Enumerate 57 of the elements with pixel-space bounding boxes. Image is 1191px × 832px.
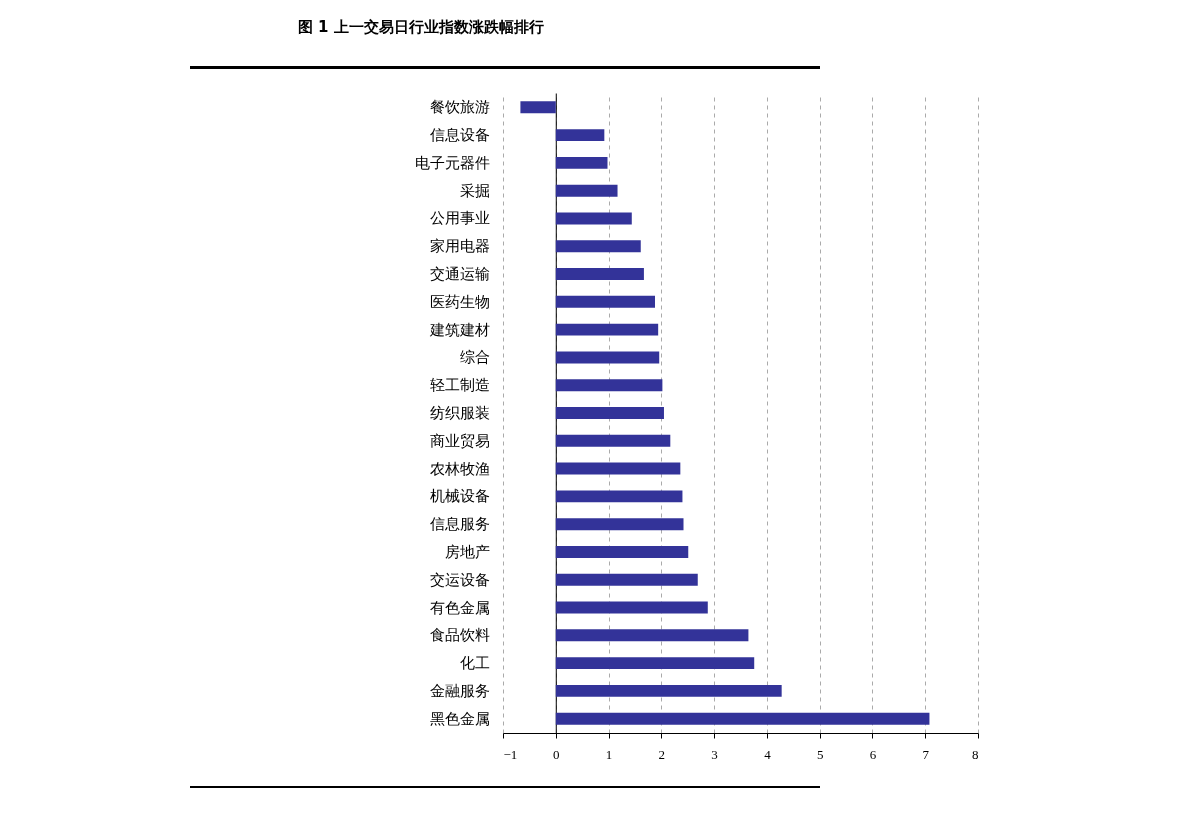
bar: [555, 184, 618, 197]
x-tick-label: 4: [764, 746, 772, 762]
bar: [555, 295, 655, 308]
bar: [555, 684, 782, 697]
y-tick-label: 交运设备: [430, 571, 491, 588]
y-tick-label: 食品饮料: [430, 627, 491, 644]
y-tick-label: 交通运输: [430, 266, 491, 283]
y-tick-label: 商业贸易: [430, 432, 491, 449]
bar: [555, 268, 644, 281]
bar: [555, 490, 683, 503]
y-tick-label: 信息设备: [430, 127, 491, 144]
bar: [555, 573, 698, 586]
bar: [555, 462, 681, 475]
y-tick-label: 金融服务: [430, 682, 491, 699]
bar: [555, 212, 632, 225]
y-tick-label: 纺织服装: [430, 405, 491, 421]
bar: [555, 129, 605, 142]
x-tick-label: 8: [972, 746, 979, 762]
bar: [555, 657, 755, 670]
y-tick-label: 家用电器: [430, 238, 491, 255]
y-tick-label: 建筑建材: [429, 321, 491, 338]
x-tick-label: 2: [658, 746, 666, 762]
y-tick-label: 信息服务: [430, 516, 491, 533]
bar: [555, 545, 689, 558]
bar: [555, 240, 641, 253]
y-tick-label: 电子元器件: [415, 154, 491, 171]
y-tick-label: 农林牧渔: [430, 460, 491, 477]
bar: [555, 601, 708, 614]
y-tick-label: 黑色金属: [430, 710, 491, 727]
bar: [555, 407, 664, 419]
bar: [555, 434, 671, 447]
chart-title: 图 1 上一交易日行业指数涨跌幅排行: [297, 18, 544, 36]
x-tick-label: 3: [711, 746, 718, 762]
bar: [555, 518, 684, 531]
x-tick-label: 0: [553, 746, 560, 762]
y-tick-label: 综合: [460, 349, 491, 366]
bar: [520, 101, 556, 114]
y-tick-label: 餐饮旅游: [430, 99, 491, 116]
y-tick-label: 有色金属: [430, 599, 491, 616]
x-tick-label: 5: [816, 746, 824, 762]
x-tick-label: 6: [869, 746, 877, 762]
bar: [555, 629, 749, 642]
bar: [555, 323, 659, 336]
bar: [555, 379, 663, 392]
y-tick-label: 公用事业: [430, 210, 491, 227]
x-tick-label: 7: [922, 746, 930, 762]
bar: [555, 351, 660, 364]
y-tick-label: 医药生物: [430, 293, 491, 310]
y-tick-label: 轻工制造: [430, 377, 491, 394]
y-tick-label: 采掘: [460, 182, 491, 199]
x-tick-label: 1: [605, 746, 613, 762]
bar: [555, 712, 930, 725]
y-tick-label: 机械设备: [430, 488, 491, 505]
bar: [555, 156, 608, 169]
y-tick-label: 房地产: [445, 543, 491, 560]
x-tick-label: −1: [503, 746, 518, 762]
y-tick-label: 化工: [460, 655, 491, 672]
